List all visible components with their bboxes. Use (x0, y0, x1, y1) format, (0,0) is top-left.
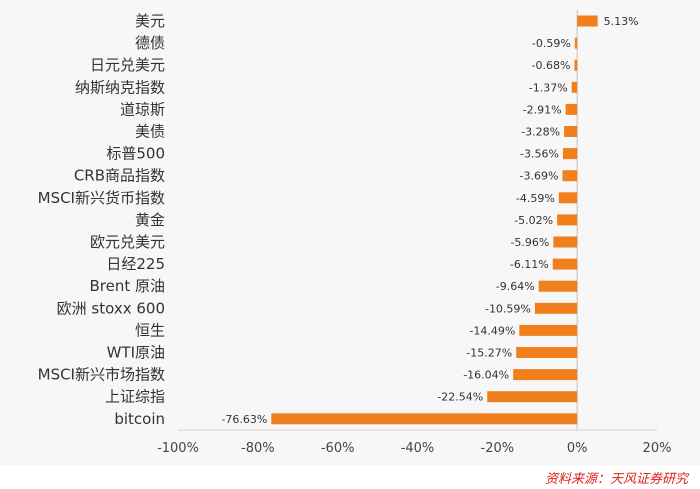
data-label: -4.59% (516, 192, 555, 205)
bar (538, 280, 578, 292)
bar-chart: 美元 5.13% 德债 -0.59% 日元兑美元 -0.68% 纳斯纳克指数 -1.37% 道琼… (38, 10, 672, 456)
category-label: 美元 (135, 12, 165, 30)
bar (513, 369, 578, 381)
data-label: -2.91% (523, 103, 562, 116)
bar (562, 170, 578, 182)
data-label: -9.64% (496, 280, 535, 293)
source-note: 资料来源：天风证券研究 (544, 472, 688, 487)
bar (516, 347, 578, 358)
category-label: WTI原油 (107, 344, 165, 362)
category-label: MSCI新兴市场指数 (38, 366, 165, 384)
x-tick-label: -80% (241, 441, 275, 456)
data-label: -3.69% (520, 170, 559, 183)
bar (574, 37, 578, 49)
data-label: -15.27% (466, 347, 512, 360)
data-label: -3.56% (520, 148, 559, 161)
bar (571, 81, 578, 93)
x-tick-label: 0% (567, 441, 588, 456)
data-label: -0.68% (532, 59, 571, 72)
bar (574, 59, 578, 71)
data-label: 5.13% (604, 15, 639, 28)
category-label: 黄金 (135, 211, 165, 229)
x-tick-label: -20% (481, 441, 515, 456)
category-label: 美债 (135, 123, 165, 141)
category-label: 标普500 (106, 145, 165, 163)
x-tick-label: -60% (321, 441, 355, 456)
data-label: -6.11% (510, 258, 549, 271)
data-label: -22.54% (437, 391, 483, 404)
x-tick-label: 20% (643, 441, 672, 456)
chart-background (0, 0, 700, 465)
bar (534, 302, 578, 314)
category-label: 日元兑美元 (90, 56, 165, 74)
category-label: 恒生 (135, 321, 165, 339)
data-label: -5.02% (514, 214, 553, 227)
category-label: 欧元兑美元 (90, 233, 165, 251)
category-label: bitcoin (114, 410, 165, 428)
bar (565, 103, 578, 115)
x-tick-label: -100% (157, 441, 199, 456)
bar (577, 15, 598, 27)
category-label: 道琼斯 (120, 100, 165, 118)
data-label: -14.49% (469, 324, 515, 337)
data-label: -0.59% (532, 37, 571, 50)
category-label: 欧洲 stoxx 600 (57, 299, 165, 317)
bar (487, 391, 578, 403)
bar (562, 148, 578, 160)
bar (564, 126, 578, 137)
data-label: -10.59% (485, 302, 531, 315)
bar (558, 192, 578, 204)
bar (519, 324, 578, 336)
bar (557, 214, 578, 226)
x-tick-label: -40% (401, 441, 435, 456)
category-label: MSCI新兴货币指数 (38, 189, 165, 207)
bar (552, 258, 578, 270)
category-label: 上证综指 (105, 388, 165, 406)
bar (553, 236, 578, 248)
category-label: 日经225 (106, 255, 165, 273)
data-label: -16.04% (463, 369, 509, 382)
data-label: -3.28% (521, 126, 560, 139)
data-label: -5.96% (510, 236, 549, 249)
bar (271, 413, 578, 425)
data-label: -1.37% (529, 81, 568, 94)
category-label: 德债 (135, 34, 165, 52)
data-label: -76.63% (221, 413, 267, 426)
category-label: CRB商品指数 (74, 167, 165, 185)
category-label: 纳斯纳克指数 (75, 78, 165, 96)
category-label: Brent 原油 (89, 277, 165, 295)
